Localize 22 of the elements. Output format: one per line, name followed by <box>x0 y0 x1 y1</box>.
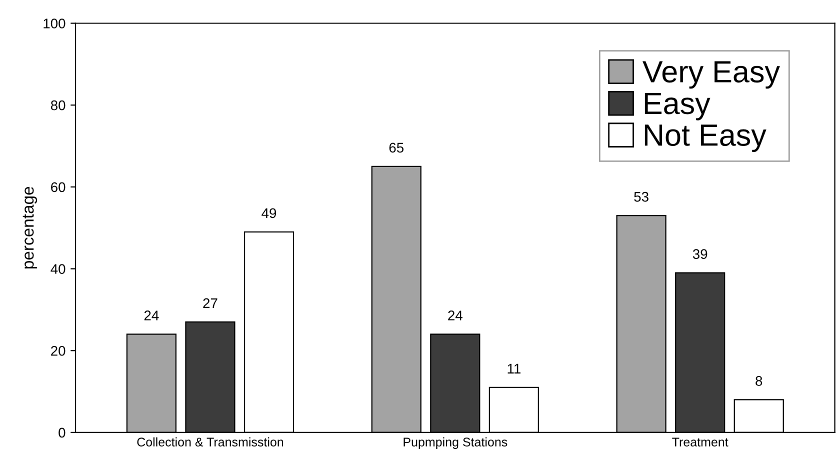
y-axis-title: percentage <box>22 186 38 268</box>
legend-label: Easy <box>644 92 710 120</box>
legend-label: Very Easy <box>642 61 780 89</box>
y-tick-label: 40 <box>50 264 66 274</box>
data-label: 39 <box>692 249 708 260</box>
data-label: 65 <box>389 142 404 153</box>
data-label: 24 <box>448 310 462 320</box>
x-tick-label: Pupmping Stations <box>404 437 508 449</box>
data-label: 49 <box>262 208 276 218</box>
y-tick-label: 60 <box>51 182 66 192</box>
y-tick-label: 20 <box>51 346 66 356</box>
x-tick-label: Collection & Transmisstion <box>137 437 284 446</box>
data-label: 11 <box>508 364 520 374</box>
y-tick-label: 0 <box>58 428 66 438</box>
data-label: 27 <box>203 298 218 308</box>
y-tick-label: 100 <box>44 18 66 28</box>
y-tick-label: 80 <box>50 100 66 110</box>
data-label: 53 <box>634 192 648 202</box>
data-label: 24 <box>144 310 159 320</box>
data-label: 8 <box>756 376 762 386</box>
legend-label: Not Easy <box>644 124 766 152</box>
x-tick-label: Treatment <box>672 438 728 446</box>
